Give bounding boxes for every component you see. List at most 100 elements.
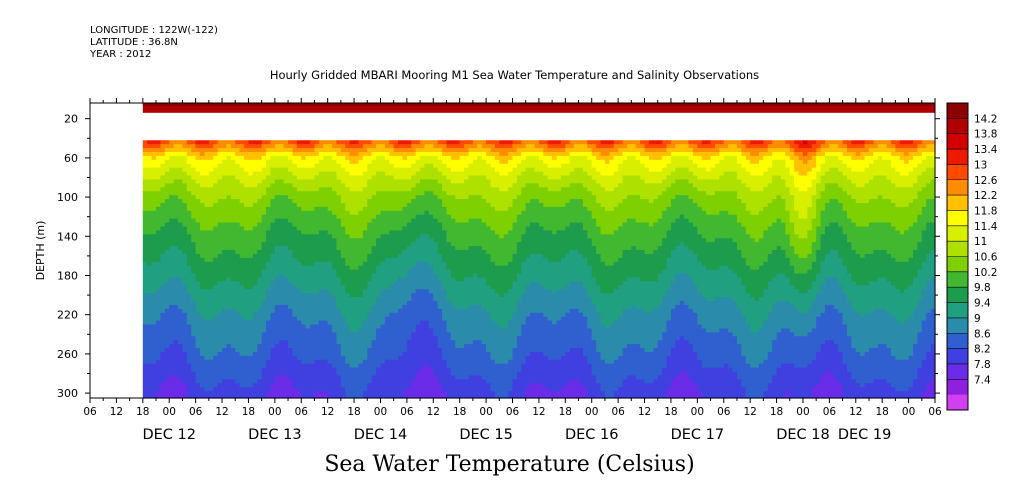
- heatmap-cell: [173, 250, 179, 255]
- heatmap-cell: [270, 175, 276, 181]
- heatmap-cell: [217, 179, 223, 184]
- heatmap-cell: [437, 140, 443, 145]
- heatmap-cell: [402, 250, 408, 255]
- heatmap-cell: [288, 336, 294, 341]
- heatmap-cell: [208, 336, 214, 341]
- heatmap-cell: [450, 230, 456, 235]
- heatmap-cell: [437, 300, 443, 306]
- heatmap-cell: [318, 214, 324, 220]
- heatmap-cell: [393, 332, 399, 337]
- heatmap-cell: [147, 187, 153, 192]
- heatmap-cell: [173, 175, 179, 181]
- heatmap-cell: [195, 351, 201, 357]
- heatmap-cell: [186, 175, 192, 181]
- heatmap-cell: [450, 175, 456, 181]
- heatmap-cell: [235, 312, 241, 318]
- heatmap-cell: [472, 163, 478, 169]
- heatmap-cell: [411, 308, 417, 314]
- heatmap-cell: [235, 328, 241, 333]
- heatmap-cell: [235, 148, 241, 153]
- heatmap-cell: [340, 367, 346, 373]
- heatmap-cell: [318, 187, 324, 192]
- heatmap-cell: [402, 387, 408, 392]
- heatmap-cell: [318, 159, 324, 165]
- heatmap-cell: [310, 308, 316, 314]
- heatmap-cell: [142, 312, 148, 318]
- heatmap-cell: [340, 359, 346, 365]
- heatmap-cell: [472, 281, 478, 286]
- heatmap-cell: [354, 324, 360, 330]
- heatmap-cell: [318, 348, 324, 353]
- heatmap-cell: [380, 155, 386, 161]
- heatmap-cell: [354, 222, 360, 228]
- heatmap-cell: [169, 199, 175, 204]
- heatmap-cell: [164, 261, 170, 267]
- heatmap-cell: [318, 195, 324, 200]
- heatmap-cell: [244, 144, 250, 149]
- heatmap-cell: [274, 363, 280, 369]
- heatmap-cell: [217, 308, 223, 314]
- heatmap-cell: [305, 171, 311, 177]
- heatmap-cell: [156, 175, 162, 181]
- heatmap-cell: [450, 277, 456, 282]
- heatmap-cell: [464, 348, 470, 353]
- heatmap-cell: [248, 383, 254, 388]
- heatmap-cell: [318, 191, 324, 196]
- heatmap-cell: [437, 218, 443, 224]
- heatmap-cell: [296, 379, 302, 384]
- heatmap-cell: [442, 159, 448, 165]
- heatmap-cell: [336, 261, 342, 267]
- heatmap-cell: [384, 140, 390, 145]
- heatmap-cell: [213, 159, 219, 165]
- heatmap-cell: [178, 344, 184, 349]
- heatmap-cell: [182, 226, 188, 232]
- heatmap-cell: [380, 332, 386, 337]
- heatmap-cell: [446, 273, 452, 279]
- heatmap-cell: [239, 183, 245, 188]
- heatmap-cell: [252, 395, 258, 399]
- heatmap-cell: [160, 155, 166, 161]
- heatmap-cell: [305, 395, 311, 399]
- heatmap-cell: [266, 328, 272, 333]
- heatmap-cell: [345, 269, 351, 275]
- heatmap-cell: [468, 155, 474, 161]
- heatmap-cell: [420, 152, 426, 157]
- heatmap-cell: [437, 195, 443, 200]
- heatmap-cell: [345, 253, 351, 259]
- heatmap-cell: [415, 269, 421, 275]
- heatmap-cell: [195, 289, 201, 294]
- heatmap-cell: [283, 199, 289, 204]
- heatmap-cell: [411, 175, 417, 181]
- heatmap-cell: [164, 195, 170, 200]
- heatmap-cell: [261, 344, 267, 349]
- heatmap-cell: [349, 183, 355, 188]
- heatmap-cell: [217, 324, 223, 330]
- heatmap-cell: [433, 273, 439, 279]
- heatmap-cell: [283, 336, 289, 341]
- heatmap-cell: [270, 179, 276, 184]
- heatmap-cell: [318, 179, 324, 184]
- heatmap-cell: [274, 285, 280, 290]
- heatmap-cell: [318, 183, 324, 188]
- heatmap-cell: [340, 351, 346, 357]
- heatmap-cell: [213, 140, 219, 145]
- heatmap-cell: [195, 269, 201, 275]
- heatmap-cell: [292, 293, 298, 298]
- heatmap-cell: [261, 273, 267, 279]
- heatmap-cell: [327, 297, 333, 302]
- heatmap-cell: [468, 371, 474, 377]
- heatmap-cell: [266, 187, 272, 192]
- heatmap-cell: [442, 187, 448, 192]
- heatmap-cell: [464, 359, 470, 365]
- heatmap-cell: [301, 293, 307, 298]
- heatmap-cell: [230, 383, 236, 388]
- heatmap-cell: [182, 199, 188, 204]
- heatmap-cell: [147, 320, 153, 326]
- heatmap-cell: [455, 300, 461, 306]
- heatmap-cell: [230, 140, 236, 145]
- heatmap-cell: [261, 391, 267, 396]
- heatmap-cell: [186, 159, 192, 165]
- heatmap-cell: [442, 148, 448, 153]
- heatmap-cell: [191, 328, 197, 333]
- heatmap-cell: [371, 218, 377, 224]
